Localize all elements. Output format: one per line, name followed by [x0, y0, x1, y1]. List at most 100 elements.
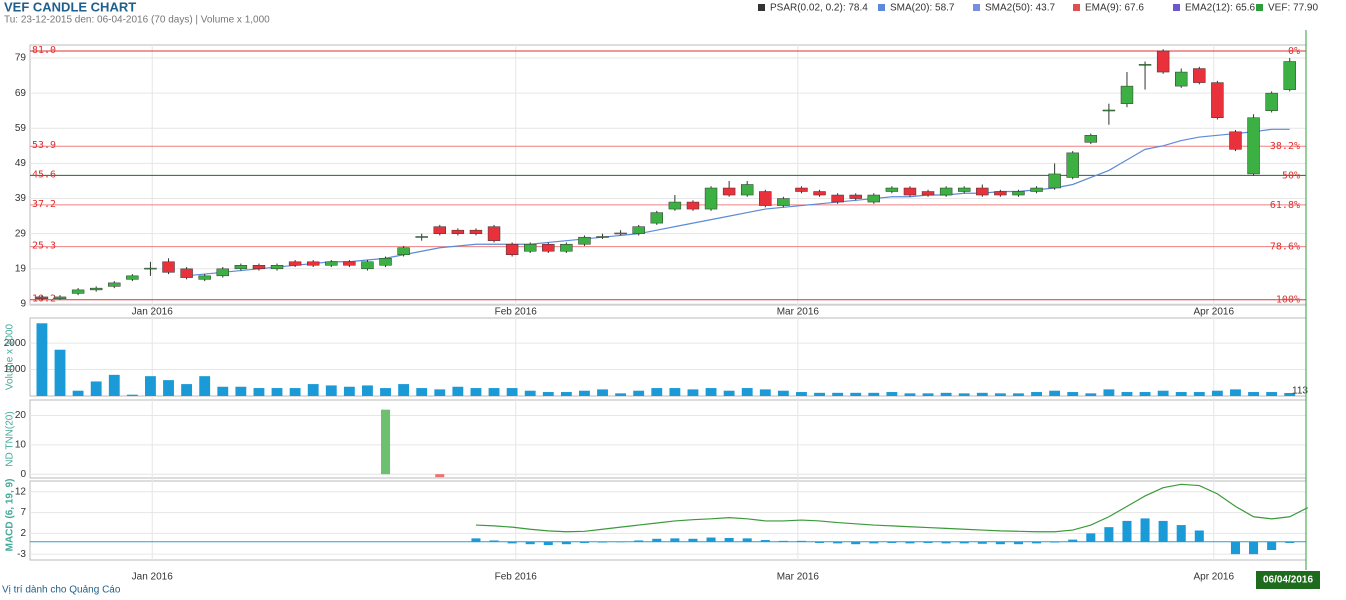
- y-tick-label: 59: [15, 123, 27, 134]
- volume-bar: [126, 394, 138, 396]
- macd-bar: [905, 541, 915, 544]
- volume-bar: [416, 388, 428, 396]
- volume-bar: [651, 388, 663, 396]
- candle-body: [1247, 117, 1260, 175]
- y-tick-label: -3: [17, 549, 26, 560]
- candle-body: [650, 212, 664, 224]
- fib-level-label: 81.0: [32, 45, 56, 56]
- volume-bar: [759, 389, 771, 396]
- macd-bar: [833, 541, 843, 544]
- candle-body: [126, 275, 139, 280]
- candle-body: [542, 243, 555, 252]
- fib-percent-label: 38.2%: [1270, 141, 1300, 152]
- candle-body: [1229, 131, 1242, 150]
- macd-bar: [742, 538, 752, 542]
- candle-body: [216, 268, 229, 277]
- legend-swatch: [758, 4, 765, 11]
- volume-bar: [271, 388, 283, 396]
- legend-swatch: [1256, 4, 1263, 11]
- macd-bar: [1050, 541, 1060, 543]
- candle-body: [35, 296, 49, 299]
- chart-subtitle: Tu: 23-12-2015 den: 06-04-2016 (70 days)…: [4, 15, 270, 26]
- volume-bar: [1013, 393, 1024, 396]
- candle-body: [343, 261, 356, 266]
- candle-body: [1084, 135, 1098, 143]
- fib-percent-label: 50%: [1282, 170, 1300, 181]
- macd-bar: [616, 541, 626, 543]
- volume-bar: [777, 390, 789, 396]
- volume-bar: [904, 393, 916, 396]
- y-tick-label: 9: [20, 299, 26, 310]
- legend-label: EMA(9): 67.6: [1085, 3, 1144, 14]
- macd-bar: [471, 538, 481, 542]
- volume-bar: [741, 388, 753, 396]
- volume-bar: [1085, 393, 1097, 396]
- fib-percent-label: 100%: [1276, 295, 1300, 306]
- volume-bar: [958, 393, 970, 396]
- x-tick-label: Apr 2016: [1193, 307, 1234, 318]
- candle-body: [1138, 64, 1152, 66]
- candle-body: [614, 232, 627, 235]
- candle-body: [795, 187, 808, 192]
- x-tick-label: Feb 2016: [495, 572, 538, 583]
- candle-body: [89, 287, 103, 291]
- volume-bar: [976, 392, 988, 396]
- y-tick-label: 12: [15, 486, 27, 497]
- candle-body: [487, 226, 501, 241]
- macd-bar: [706, 537, 716, 542]
- macd-axis-label: MACD (6, 19, 9): [5, 479, 16, 552]
- legend-swatch: [973, 4, 980, 11]
- macd-bar: [1122, 520, 1132, 542]
- macd-bar: [941, 541, 951, 544]
- volume-bar: [235, 386, 247, 396]
- volume-bar: [488, 388, 500, 396]
- volume-bar: [145, 376, 156, 396]
- volume-bar: [886, 392, 898, 396]
- candle-body: [1066, 152, 1079, 178]
- y-tick-label: 1000: [4, 364, 27, 375]
- candle-body: [198, 275, 211, 280]
- macd-bar: [525, 541, 535, 545]
- x-tick-label: Mar 2016: [777, 307, 820, 318]
- macd-bar: [561, 541, 571, 545]
- candle-body: [325, 261, 338, 266]
- macd-bar: [634, 540, 644, 542]
- sma-line: [186, 128, 1290, 277]
- volume-bar: [217, 386, 229, 396]
- candle-body: [306, 261, 320, 266]
- macd-bar: [1158, 520, 1168, 542]
- y-tick-label: 79: [15, 53, 27, 64]
- legend-swatch: [1073, 4, 1080, 11]
- volume-bar: [181, 384, 193, 396]
- candle-body: [668, 201, 682, 210]
- volume-bar: [560, 392, 572, 396]
- volume-bar: [615, 393, 627, 396]
- macd-bar: [1230, 541, 1240, 555]
- fib-level-label: 45.6: [32, 169, 56, 180]
- candle-body: [831, 194, 844, 203]
- candle-body: [433, 226, 446, 234]
- volume-bar: [54, 349, 66, 396]
- candle-body: [234, 265, 248, 270]
- macd-bar: [688, 538, 698, 542]
- y-tick-label: 10: [15, 440, 27, 451]
- chart-title: VEF CANDLE CHART: [4, 0, 136, 14]
- volume-bar: [868, 392, 880, 396]
- candle-body: [849, 194, 862, 199]
- candle-body: [451, 229, 465, 234]
- footer: Vị trí dành cho Quảng Cáo: [2, 585, 121, 596]
- legend-label: EMA2(12): 65.6: [1185, 3, 1255, 14]
- candle-body: [867, 194, 881, 203]
- volume-bar: [1284, 393, 1296, 396]
- fib-level-label: 25.3: [32, 241, 56, 252]
- macd-bar: [1032, 541, 1042, 544]
- volume-bar: [470, 388, 482, 396]
- candle-body: [957, 187, 971, 192]
- candle-body: [921, 191, 935, 196]
- y-tick-label: 0: [20, 469, 26, 480]
- fib-level-label: 53.9: [32, 140, 56, 151]
- panel-frame: [29, 480, 1307, 561]
- volume-last-label: 113: [1292, 386, 1308, 397]
- candle-body: [578, 236, 591, 245]
- x-tick-label: Apr 2016: [1193, 572, 1234, 583]
